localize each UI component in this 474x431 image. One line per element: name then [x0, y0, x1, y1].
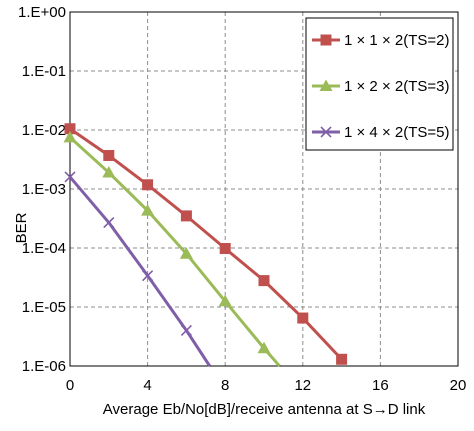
series-line	[68, 175, 211, 367]
x-axis-title: Average Eb/No[dB]/receive antenna at S→D…	[103, 401, 426, 418]
data-point-square	[103, 149, 115, 161]
y-tick-labels: 1.E+00 1.E-01 1.E-02 1.E-03 1.E-04 1.E-05 1.E-…	[18, 4, 66, 375]
series-2	[63, 130, 281, 367]
legend-swatch-marker	[320, 34, 332, 46]
data-point-square	[142, 179, 154, 191]
y-tick-label: 1.E-04	[22, 240, 66, 257]
y-tick-label: 1.E-06	[22, 358, 66, 375]
y-tick-label: 1.E-02	[22, 122, 66, 139]
series-line	[68, 136, 281, 367]
y-axis-title: BER	[13, 212, 30, 243]
legend: 1 × 1 × 2(TS=2) 1 × 2 × 2(TS=3) 1 × 4 × 2(…	[305, 17, 454, 151]
data-point-square	[336, 353, 348, 365]
data-point-triangle	[218, 294, 232, 307]
x-tick-labels: 0 4 8 12 16 20	[66, 377, 467, 394]
data-point-square	[258, 275, 270, 287]
data-point-x	[180, 324, 192, 337]
data-point-square	[219, 243, 231, 255]
legend-label: 1 × 1 × 2(TS=2)	[344, 32, 449, 49]
data-point-triangle	[179, 247, 193, 259]
data-point-square	[64, 123, 76, 135]
data-point-x	[64, 171, 76, 183]
data-point-x	[103, 216, 115, 229]
legend-item: 1 × 2 × 2(TS=3)	[312, 78, 449, 95]
x-tick-label: 20	[450, 377, 467, 394]
data-point-triangle	[141, 204, 155, 216]
legend-swatch-marker	[320, 126, 332, 138]
x-tick-label: 8	[221, 377, 229, 394]
x-tick-label: 12	[294, 377, 311, 394]
legend-label: 1 × 2 × 2(TS=3)	[344, 78, 449, 95]
x-tick-label: 0	[66, 377, 74, 394]
plot-frame	[69, 11, 459, 367]
legend-item: 1 × 1 × 2(TS=2)	[312, 32, 449, 49]
legend-item: 1 × 4 × 2(TS=5)	[312, 124, 449, 141]
data-point-triangle	[257, 341, 271, 354]
y-tick-label: 1.E-03	[22, 181, 66, 198]
data-point-triangle	[102, 166, 116, 178]
series-lines	[63, 123, 348, 367]
series-3	[64, 171, 211, 367]
y-tick-label: 1.E+00	[18, 4, 66, 21]
series-line	[69, 127, 343, 361]
data-point-square	[297, 312, 309, 324]
y-tick-label: 1.E-01	[22, 63, 66, 80]
legend-label: 1 × 4 × 2(TS=5)	[344, 124, 449, 141]
x-tick-label: 4	[143, 377, 151, 394]
y-tick-label: 1.E-05	[22, 299, 66, 316]
series-1	[64, 123, 348, 365]
legend-swatch-marker	[319, 79, 333, 91]
data-point-x	[142, 270, 154, 282]
data-point-square	[180, 210, 192, 222]
x-tick-label: 16	[372, 377, 389, 394]
data-point-triangle	[63, 130, 77, 143]
